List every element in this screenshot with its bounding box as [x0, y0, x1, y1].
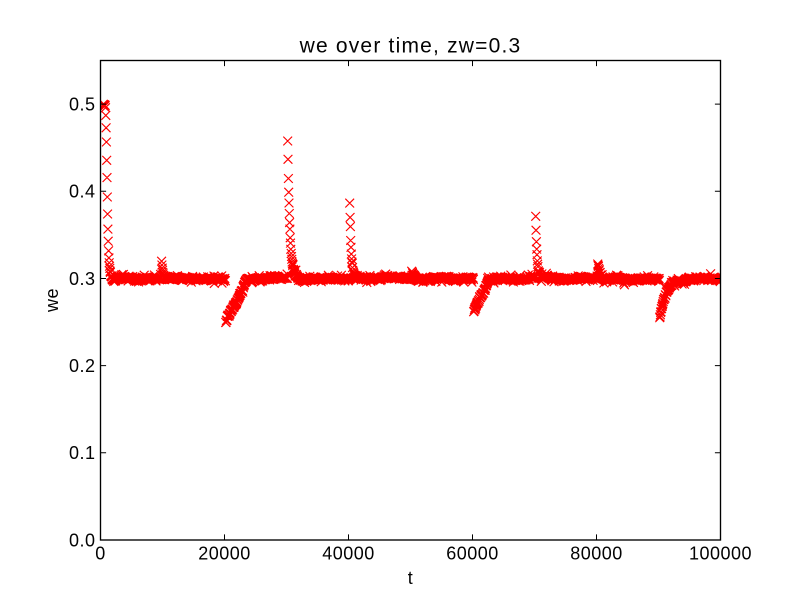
svg-text:we: we [42, 288, 62, 313]
svg-text:80000: 80000 [570, 544, 623, 564]
svg-text:20000: 20000 [198, 544, 251, 564]
svg-text:0.5: 0.5 [69, 94, 96, 114]
svg-text:we over time, zw=0.3: we over time, zw=0.3 [299, 35, 522, 58]
svg-text:0.1: 0.1 [69, 443, 96, 463]
svg-text:0: 0 [95, 544, 106, 564]
svg-text:60000: 60000 [446, 544, 499, 564]
svg-text:40000: 40000 [322, 544, 375, 564]
svg-text:100000: 100000 [689, 544, 752, 564]
svg-text:t: t [408, 568, 414, 588]
svg-text:0.3: 0.3 [69, 269, 96, 289]
svg-text:0.2: 0.2 [69, 356, 96, 376]
svg-text:0.4: 0.4 [69, 182, 96, 202]
svg-text:0.0: 0.0 [69, 530, 96, 550]
